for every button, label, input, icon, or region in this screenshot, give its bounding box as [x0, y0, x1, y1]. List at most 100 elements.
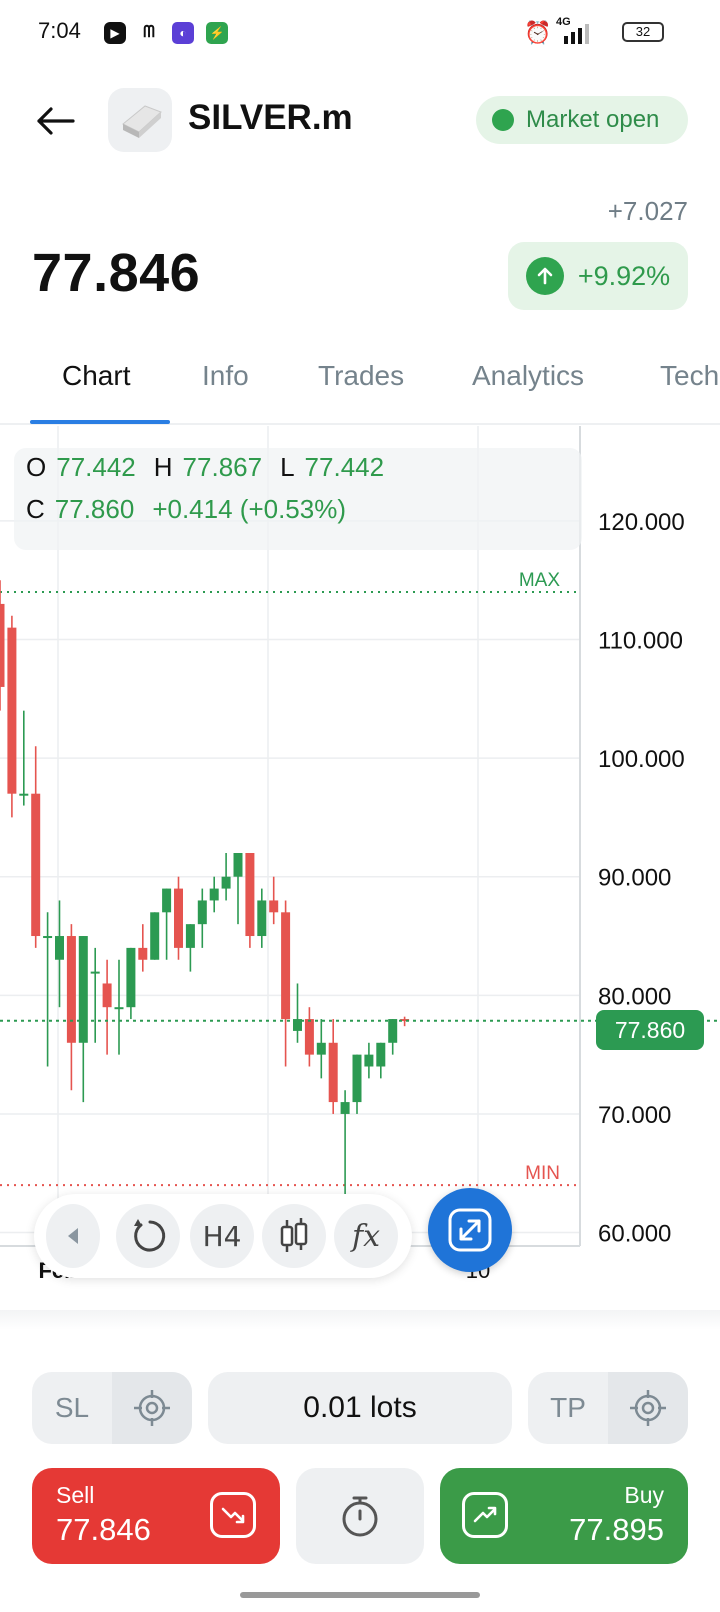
candle-down [245, 853, 255, 937]
sell-button[interactable]: Sell 77.846 [32, 1468, 280, 1564]
battery-indicator: 32 [622, 22, 664, 42]
ohlc-panel: O 77.442 H 77.867 L 77.442 C 77.860 +0.414 (+0.… [14, 448, 582, 550]
tp-target-button[interactable] [608, 1372, 688, 1444]
y-tick-label: 70.000 [598, 1102, 671, 1129]
candle-up [352, 1054, 362, 1103]
min-label: MIN [525, 1163, 560, 1184]
candle-down [102, 983, 112, 1008]
crosshair-icon [630, 1390, 666, 1426]
home-indicator [240, 1592, 480, 1598]
candle-type-icon [280, 1218, 308, 1252]
candle-up [221, 876, 231, 889]
refresh-icon [134, 1219, 166, 1252]
candle-down [0, 603, 5, 687]
candle-up [114, 1007, 124, 1010]
chart-type-button[interactable] [262, 1204, 326, 1268]
buy-price: 77.895 [569, 1512, 664, 1547]
market-status-text: Market open [526, 106, 660, 133]
tab-chart[interactable]: Chart [62, 360, 131, 391]
lot-size-field[interactable]: 0.01 lots [208, 1372, 512, 1444]
trend-down-icon [210, 1492, 256, 1538]
expand-chart-button[interactable] [428, 1188, 512, 1272]
indicators-button[interactable]: fx [334, 1204, 398, 1268]
expand-icon [448, 1208, 492, 1252]
sl-target-button[interactable] [112, 1372, 192, 1444]
app-icon-purple: ◐ [172, 22, 194, 44]
candle-up [126, 947, 136, 1008]
tp-label[interactable]: TP [550, 1392, 586, 1423]
candle-down [174, 888, 183, 948]
price-change-badge: +9.92% [508, 242, 688, 310]
sl-label[interactable]: SL [54, 1392, 90, 1423]
buy-button[interactable]: Buy 77.895 [440, 1468, 688, 1564]
ohlc-high-label: H [153, 452, 173, 482]
candle-down [304, 1019, 314, 1055]
tab-divider [0, 423, 720, 425]
candle-up [376, 1042, 386, 1067]
crosshair-icon [134, 1390, 170, 1426]
tab-trades[interactable]: Trades [318, 360, 405, 391]
candle-up [364, 1054, 374, 1067]
candle-down [31, 793, 41, 937]
price-change-absolute: +7.027 [607, 196, 688, 226]
collapse-toolbar-button[interactable] [46, 1204, 100, 1268]
chart-toolbar: H4 fx [34, 1194, 412, 1278]
ohlc-open: 77.442 [56, 452, 136, 482]
candle-up [43, 936, 53, 939]
network-type: 4G [556, 16, 571, 28]
candle-up [185, 924, 195, 948]
buy-label: Buy [624, 1482, 664, 1508]
collapse-arrow-icon [68, 1228, 78, 1244]
candle-up [19, 793, 29, 796]
indicators-fx-icon: fx [351, 1218, 381, 1254]
status-dot-icon [492, 109, 514, 131]
alarm-icon: ⏰ [524, 20, 552, 45]
candle-down [328, 1042, 338, 1103]
price-change-percent: +9.92% [577, 260, 671, 291]
ohlc-close: 77.860 [54, 494, 135, 524]
current-price-tag: 77.860 [596, 1010, 704, 1050]
tab-analytics[interactable]: Analytics [472, 360, 585, 391]
candle-up [55, 936, 64, 960]
candle-up [90, 971, 100, 974]
symbol-name: SILVER.m [188, 98, 353, 137]
arrow-up-icon [525, 257, 564, 295]
candle-up [162, 888, 172, 913]
youtube-icon: ▶ [104, 22, 126, 44]
stopwatch-icon [342, 1496, 378, 1537]
candle-up [316, 1042, 326, 1055]
ohlc-close-label: C [26, 494, 45, 524]
stop-loss-control: SL [32, 1372, 192, 1444]
app-icon-green: ⚡ [206, 22, 228, 44]
ohlc-change: +0.414 (+0.53%) [152, 494, 347, 524]
back-button[interactable] [30, 96, 80, 146]
app-icon: ᗰ [138, 22, 160, 44]
y-tick-label: 80.000 [598, 983, 671, 1010]
candle-down [269, 900, 279, 913]
candle-up [150, 912, 160, 960]
candle-up [197, 900, 207, 925]
y-tick-label: 120.000 [598, 509, 685, 536]
arrow-left-icon [37, 107, 75, 135]
candle-down [400, 1019, 410, 1022]
price-chart[interactable]: 120.000 110.000 100.000 90.000 80.000 70.000 6… [0, 426, 720, 1326]
y-tick-label: 60.000 [598, 1221, 671, 1248]
take-profit-control: TP [528, 1372, 688, 1444]
divider [0, 1310, 720, 1330]
tab-bar: Chart Info Trades Analytics Tech [0, 348, 720, 425]
market-status-badge: Market open [476, 96, 688, 144]
candle-up [257, 900, 267, 937]
current-price: 77.846 [32, 243, 201, 303]
trend-up-icon [462, 1492, 508, 1538]
tab-active-indicator [30, 420, 170, 424]
refresh-button[interactable] [116, 1204, 180, 1268]
ohlc-low-label: L [280, 452, 295, 482]
y-tick-label: 100.000 [598, 746, 685, 773]
timeframe-button[interactable]: H4 [190, 1204, 254, 1268]
y-tick-label: 110.000 [598, 628, 683, 655]
candle-up [78, 936, 88, 1043]
pending-order-button[interactable] [296, 1468, 424, 1564]
tab-info[interactable]: Info [202, 360, 249, 391]
sell-price: 77.846 [56, 1512, 151, 1547]
tab-tech[interactable]: Tech [660, 360, 720, 391]
